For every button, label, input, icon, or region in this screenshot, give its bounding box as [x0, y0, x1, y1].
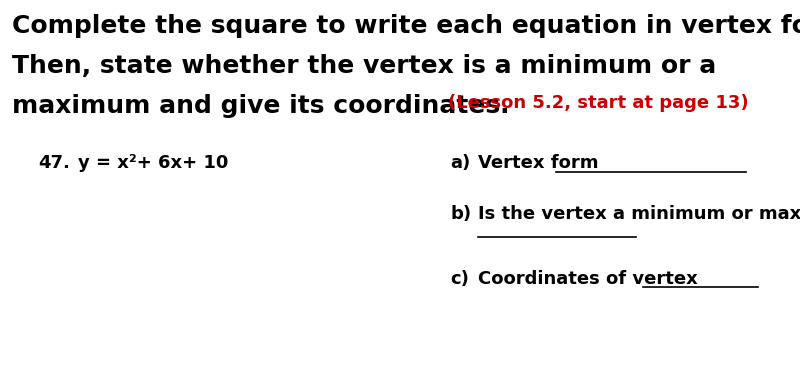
Text: Complete the square to write each equation in vertex form.: Complete the square to write each equati… [12, 14, 800, 38]
Text: c): c) [450, 270, 469, 288]
Text: (Lesson 5.2, start at page 13): (Lesson 5.2, start at page 13) [448, 94, 749, 112]
Text: a): a) [450, 154, 470, 172]
Text: Coordinates of vertex: Coordinates of vertex [478, 270, 698, 288]
Text: Vertex form: Vertex form [478, 154, 598, 172]
Text: 47.: 47. [38, 154, 70, 172]
Text: y = x²+ 6x+ 10: y = x²+ 6x+ 10 [78, 154, 228, 172]
Text: Is the vertex a minimum or maximum?: Is the vertex a minimum or maximum? [478, 205, 800, 223]
Text: Then, state whether the vertex is a minimum or a: Then, state whether the vertex is a mini… [12, 54, 716, 78]
Text: maximum and give its coordinates.: maximum and give its coordinates. [12, 94, 510, 118]
Text: b): b) [450, 205, 471, 223]
